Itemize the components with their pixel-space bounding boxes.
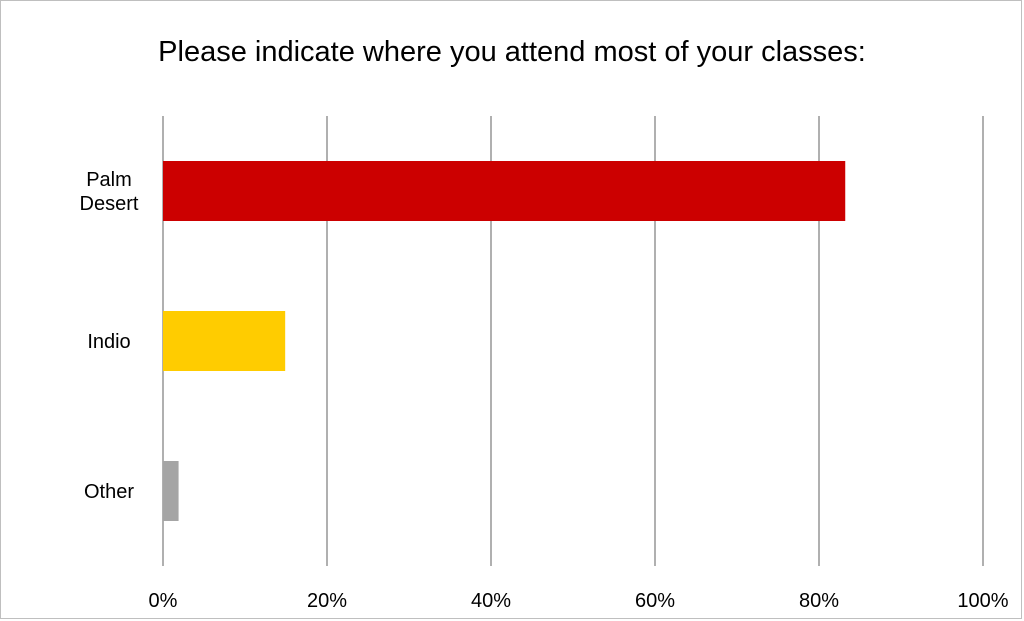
category-label-2: Other [84,481,134,503]
x-tick-label-4: 80% [799,590,839,612]
category-label-0: Palm Desert [80,169,139,215]
x-tick-label-5: 100% [957,590,1008,612]
x-tick-labels: 0% 20% 40% 60% 80% 100% [149,590,1009,612]
category-label-1: Indio [87,331,130,353]
bars [163,161,846,521]
bar-0 [163,161,846,221]
bar-2 [163,461,179,521]
x-tick-label-3: 60% [635,590,675,612]
chart-title: Please indicate where you attend most of… [158,36,866,68]
x-tick-label-0: 0% [149,590,178,612]
bar-1 [163,311,286,371]
x-tick-label-1: 20% [307,590,347,612]
category-labels: Palm Desert Indio Other [80,169,139,503]
x-tick-label-2: 40% [471,590,511,612]
